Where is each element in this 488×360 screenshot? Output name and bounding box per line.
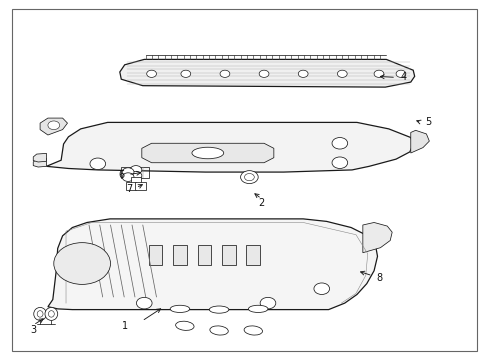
Text: 8: 8 — [375, 273, 381, 283]
Text: 7: 7 — [126, 184, 132, 194]
Ellipse shape — [37, 311, 43, 317]
Polygon shape — [33, 158, 46, 167]
Text: 1: 1 — [122, 321, 127, 331]
Circle shape — [122, 168, 134, 176]
Ellipse shape — [170, 305, 189, 312]
FancyBboxPatch shape — [135, 182, 146, 190]
Ellipse shape — [248, 305, 267, 312]
Circle shape — [337, 70, 346, 77]
FancyBboxPatch shape — [130, 177, 141, 185]
Polygon shape — [410, 130, 428, 153]
Text: 6: 6 — [118, 170, 124, 180]
Circle shape — [331, 138, 347, 149]
Text: 2: 2 — [258, 198, 264, 208]
FancyBboxPatch shape — [197, 245, 211, 265]
Ellipse shape — [209, 326, 228, 335]
Ellipse shape — [45, 307, 58, 320]
Circle shape — [260, 297, 275, 309]
Circle shape — [130, 171, 142, 180]
Circle shape — [331, 157, 347, 168]
Circle shape — [146, 70, 156, 77]
Circle shape — [136, 297, 152, 309]
Circle shape — [313, 283, 329, 294]
Circle shape — [181, 70, 190, 77]
Circle shape — [259, 70, 268, 77]
Polygon shape — [33, 153, 46, 162]
Polygon shape — [362, 222, 391, 253]
Polygon shape — [142, 143, 273, 163]
FancyBboxPatch shape — [173, 245, 186, 265]
Circle shape — [240, 171, 258, 184]
FancyBboxPatch shape — [246, 245, 260, 265]
Circle shape — [48, 121, 60, 130]
Text: 5: 5 — [424, 117, 430, 127]
Ellipse shape — [209, 306, 228, 313]
Circle shape — [220, 70, 229, 77]
FancyBboxPatch shape — [125, 182, 136, 190]
Polygon shape — [40, 118, 67, 135]
Polygon shape — [48, 219, 377, 310]
Circle shape — [122, 173, 134, 181]
Circle shape — [244, 174, 254, 181]
Circle shape — [395, 70, 405, 77]
Circle shape — [90, 158, 105, 170]
Circle shape — [54, 243, 110, 284]
Circle shape — [298, 70, 307, 77]
Ellipse shape — [34, 307, 46, 320]
Polygon shape — [46, 122, 412, 172]
Circle shape — [373, 70, 383, 77]
FancyBboxPatch shape — [148, 245, 162, 265]
Text: 4: 4 — [400, 72, 406, 82]
Ellipse shape — [48, 311, 54, 317]
Ellipse shape — [191, 147, 223, 159]
FancyBboxPatch shape — [222, 245, 235, 265]
Ellipse shape — [244, 326, 262, 335]
Polygon shape — [120, 59, 414, 87]
Ellipse shape — [175, 321, 194, 330]
Circle shape — [130, 166, 142, 174]
Text: 3: 3 — [30, 325, 36, 336]
